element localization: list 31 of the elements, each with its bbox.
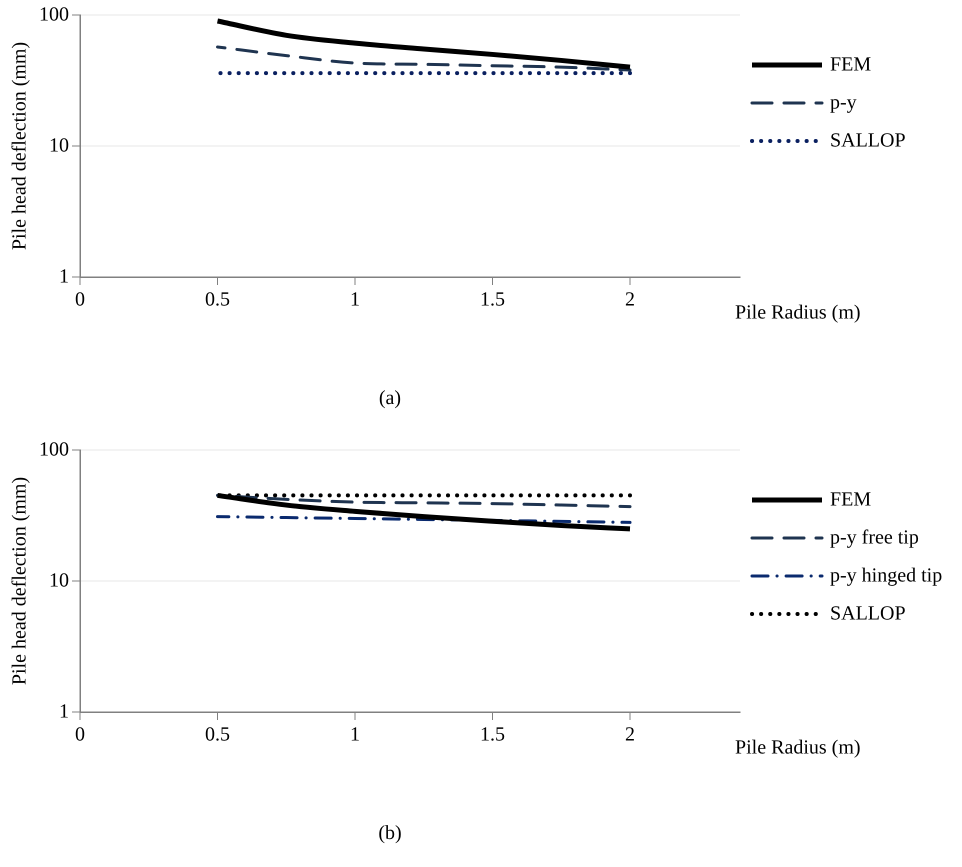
legend-label: FEM (830, 488, 872, 510)
legend-label: p-y hinged tip (830, 564, 942, 586)
x-axis-title: Pile Radius (m) (735, 301, 861, 324)
y-tick-label: 100 (39, 3, 69, 26)
x-tick-label: 1.5 (480, 288, 505, 310)
x-tick-label: 1.5 (480, 723, 505, 746)
x-tick-label: 1 (350, 723, 360, 746)
legend-label: SALLOP (830, 129, 906, 152)
x-tick-label: 0 (75, 288, 85, 310)
y-tick-label: 1 (59, 700, 69, 722)
x-axis-title: Pile Radius (m) (735, 736, 861, 758)
text: (a) (378, 387, 402, 410)
legend-label: p-y free tip (830, 526, 919, 548)
x-tick-label: 0.5 (205, 288, 230, 310)
x-tick-label: 2 (625, 723, 635, 746)
y-tick-label: 1 (59, 265, 69, 288)
text: (b) (378, 822, 402, 845)
x-tick-label: 0 (75, 723, 85, 746)
y-tick-label: 10 (49, 134, 69, 156)
y-tick-label: 100 (39, 438, 69, 460)
legend-label: FEM (830, 53, 872, 76)
legend-label: SALLOP (830, 602, 906, 624)
x-tick-label: 0.5 (205, 723, 230, 746)
x-tick-label: 2 (625, 288, 635, 310)
legend-label: p-y (830, 91, 857, 114)
y-axis-title: Pile head deflection (mm) (8, 42, 30, 250)
y-axis-title: Pile head deflection (mm) (8, 476, 30, 686)
line-series (216, 494, 632, 508)
x-tick-label: 1 (350, 288, 360, 310)
y-tick-label: 10 (49, 569, 69, 592)
line-series (216, 45, 632, 72)
